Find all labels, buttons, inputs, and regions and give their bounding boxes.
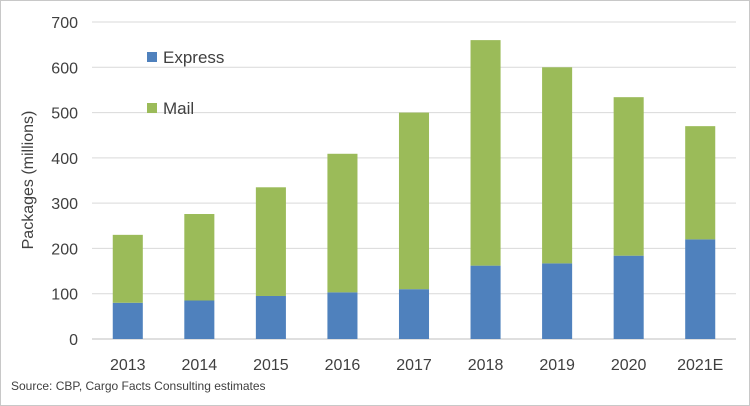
bar-mail-2018 [470, 40, 501, 266]
bar-express-2016 [327, 292, 358, 339]
bar-express-2017 [398, 289, 430, 339]
legend: Express Mail [147, 48, 224, 118]
y-tick-label: 500 [51, 106, 78, 123]
bar-express-2018 [470, 265, 501, 339]
bar-mail-2019 [542, 67, 573, 264]
bar-mail-2016 [327, 153, 358, 293]
bar-mail-2013 [112, 234, 143, 303]
x-tick-label: 2015 [253, 357, 289, 374]
x-tick-label: 2018 [468, 357, 504, 374]
bar-express-2020 [613, 255, 644, 339]
x-tick-label: 2014 [182, 357, 218, 374]
x-tick-label: 2013 [110, 357, 146, 374]
x-tick-label: 2016 [325, 357, 361, 374]
y-tick-label: 700 [51, 15, 78, 32]
y-axis-title: Packages (millions) [20, 111, 37, 250]
legend-label-mail: Mail [163, 99, 194, 118]
legend-swatch-express [147, 52, 157, 62]
bar-express-2019 [542, 263, 573, 339]
bar-mail-2017 [398, 112, 430, 290]
x-tick-label: 2017 [396, 357, 432, 374]
y-tick-label: 0 [69, 332, 78, 349]
x-axis-ticks: 2013 2014 2015 2016 2017 2018 2019 2020 2021E [110, 357, 723, 374]
bar-mail-2015 [255, 187, 286, 296]
x-tick-label: 2020 [611, 357, 647, 374]
bars [112, 40, 716, 339]
bar-express-2015 [255, 295, 286, 339]
x-tick-label: 2021E [677, 357, 723, 374]
y-tick-label: 300 [51, 196, 78, 213]
y-tick-label: 200 [51, 241, 78, 258]
bar-mail-2014 [184, 214, 215, 301]
y-tick-label: 100 [51, 287, 78, 304]
y-tick-label: 400 [51, 151, 78, 168]
legend-label-express: Express [163, 48, 224, 67]
bar-express-2014 [184, 300, 215, 339]
bar-mail-2021e [685, 126, 716, 240]
bar-mail-2020 [613, 97, 644, 256]
source-note: Source: CBP, Cargo Facts Consulting esti… [11, 379, 266, 393]
bar-express-2021e [685, 239, 716, 339]
y-axis-ticks: 0 100 200 300 400 500 600 700 [51, 15, 78, 349]
bar-express-2013 [112, 302, 143, 339]
legend-swatch-mail [147, 103, 157, 113]
y-tick-label: 600 [51, 60, 78, 77]
x-tick-label: 2019 [539, 357, 575, 374]
